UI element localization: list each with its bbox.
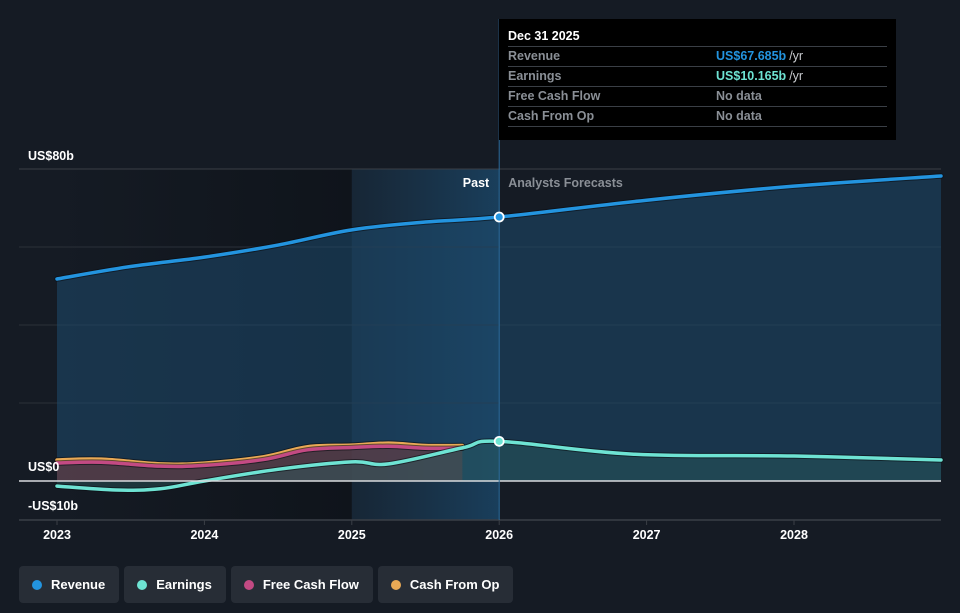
legend-dot-icon (137, 579, 148, 590)
legend-item-revenue[interactable]: Revenue (19, 566, 120, 603)
legend-dot-icon (390, 579, 401, 590)
tooltip-label: Cash From Op (508, 109, 595, 123)
earnings-marker[interactable] (493, 435, 505, 447)
legend-label: Cash From Op (409, 577, 500, 592)
tooltip-row-cash-from-op: Cash From Op No data (508, 107, 887, 127)
tooltip-unit: /yr (789, 69, 804, 83)
revenue-line (55, 174, 943, 281)
free-cash-flow-area (57, 446, 463, 481)
y-tick-label: -US$10b (28, 499, 78, 513)
tooltip-value: No data (716, 109, 762, 123)
tooltip-label: Revenue (508, 49, 561, 63)
markers (493, 211, 505, 447)
x-tick-label: 2024 (190, 528, 218, 542)
x-tick-label: 2027 (633, 528, 661, 542)
y-tick-label: US$0 (28, 460, 59, 474)
legend: Revenue Earnings Free Cash Flow Cash From O… (19, 566, 514, 603)
legend-dot-icon (243, 579, 254, 590)
legend-dot-icon (32, 579, 42, 590)
x-tick-label: 2026 (485, 528, 513, 542)
tooltip-label: Earnings (508, 69, 562, 83)
tooltip-value: No data (716, 89, 762, 103)
forecast-label: Analysts Forecasts (508, 176, 623, 190)
tooltip-row-earnings: Earnings US$10.165b/yr (508, 67, 887, 87)
legend-item-earnings[interactable]: Earnings (124, 566, 226, 603)
x-tick-label: 2028 (780, 528, 808, 542)
tooltip-unit: /yr (789, 49, 804, 63)
tooltip-label: Free Cash Flow (508, 89, 601, 103)
legend-item-free-cash-flow[interactable]: Free Cash Flow (230, 566, 373, 603)
legend-item-cash-from-op[interactable]: Cash From Op (377, 566, 514, 603)
revenue-marker[interactable] (493, 211, 505, 223)
tooltip: Dec 31 2025 Revenue US$67.685b/yr Earnings… (499, 19, 896, 140)
y-tick-label: US$80b (28, 149, 74, 163)
legend-label: Free Cash Flow (262, 577, 359, 592)
x-tick-label: 2023 (43, 528, 71, 542)
past-label: Past (463, 176, 490, 190)
tooltip-value: US$10.165b (716, 69, 787, 83)
tooltip-row-revenue: Revenue US$67.685b/yr (508, 47, 887, 67)
tooltip-date: Dec 31 2025 (508, 27, 887, 47)
tooltip-value: US$67.685b (716, 49, 787, 63)
tooltip-row-free-cash-flow: Free Cash Flow No data (508, 87, 887, 107)
free-cash-flow-line (55, 444, 465, 469)
legend-label: Earnings (156, 577, 212, 592)
legend-label: Revenue (51, 577, 106, 592)
series-lines (54, 173, 944, 493)
x-tick-label: 2025 (338, 528, 366, 542)
earnings-line (55, 439, 943, 492)
tooltip-rows: Revenue US$67.685b/yr Earnings US$10.165b/y… (508, 47, 887, 127)
